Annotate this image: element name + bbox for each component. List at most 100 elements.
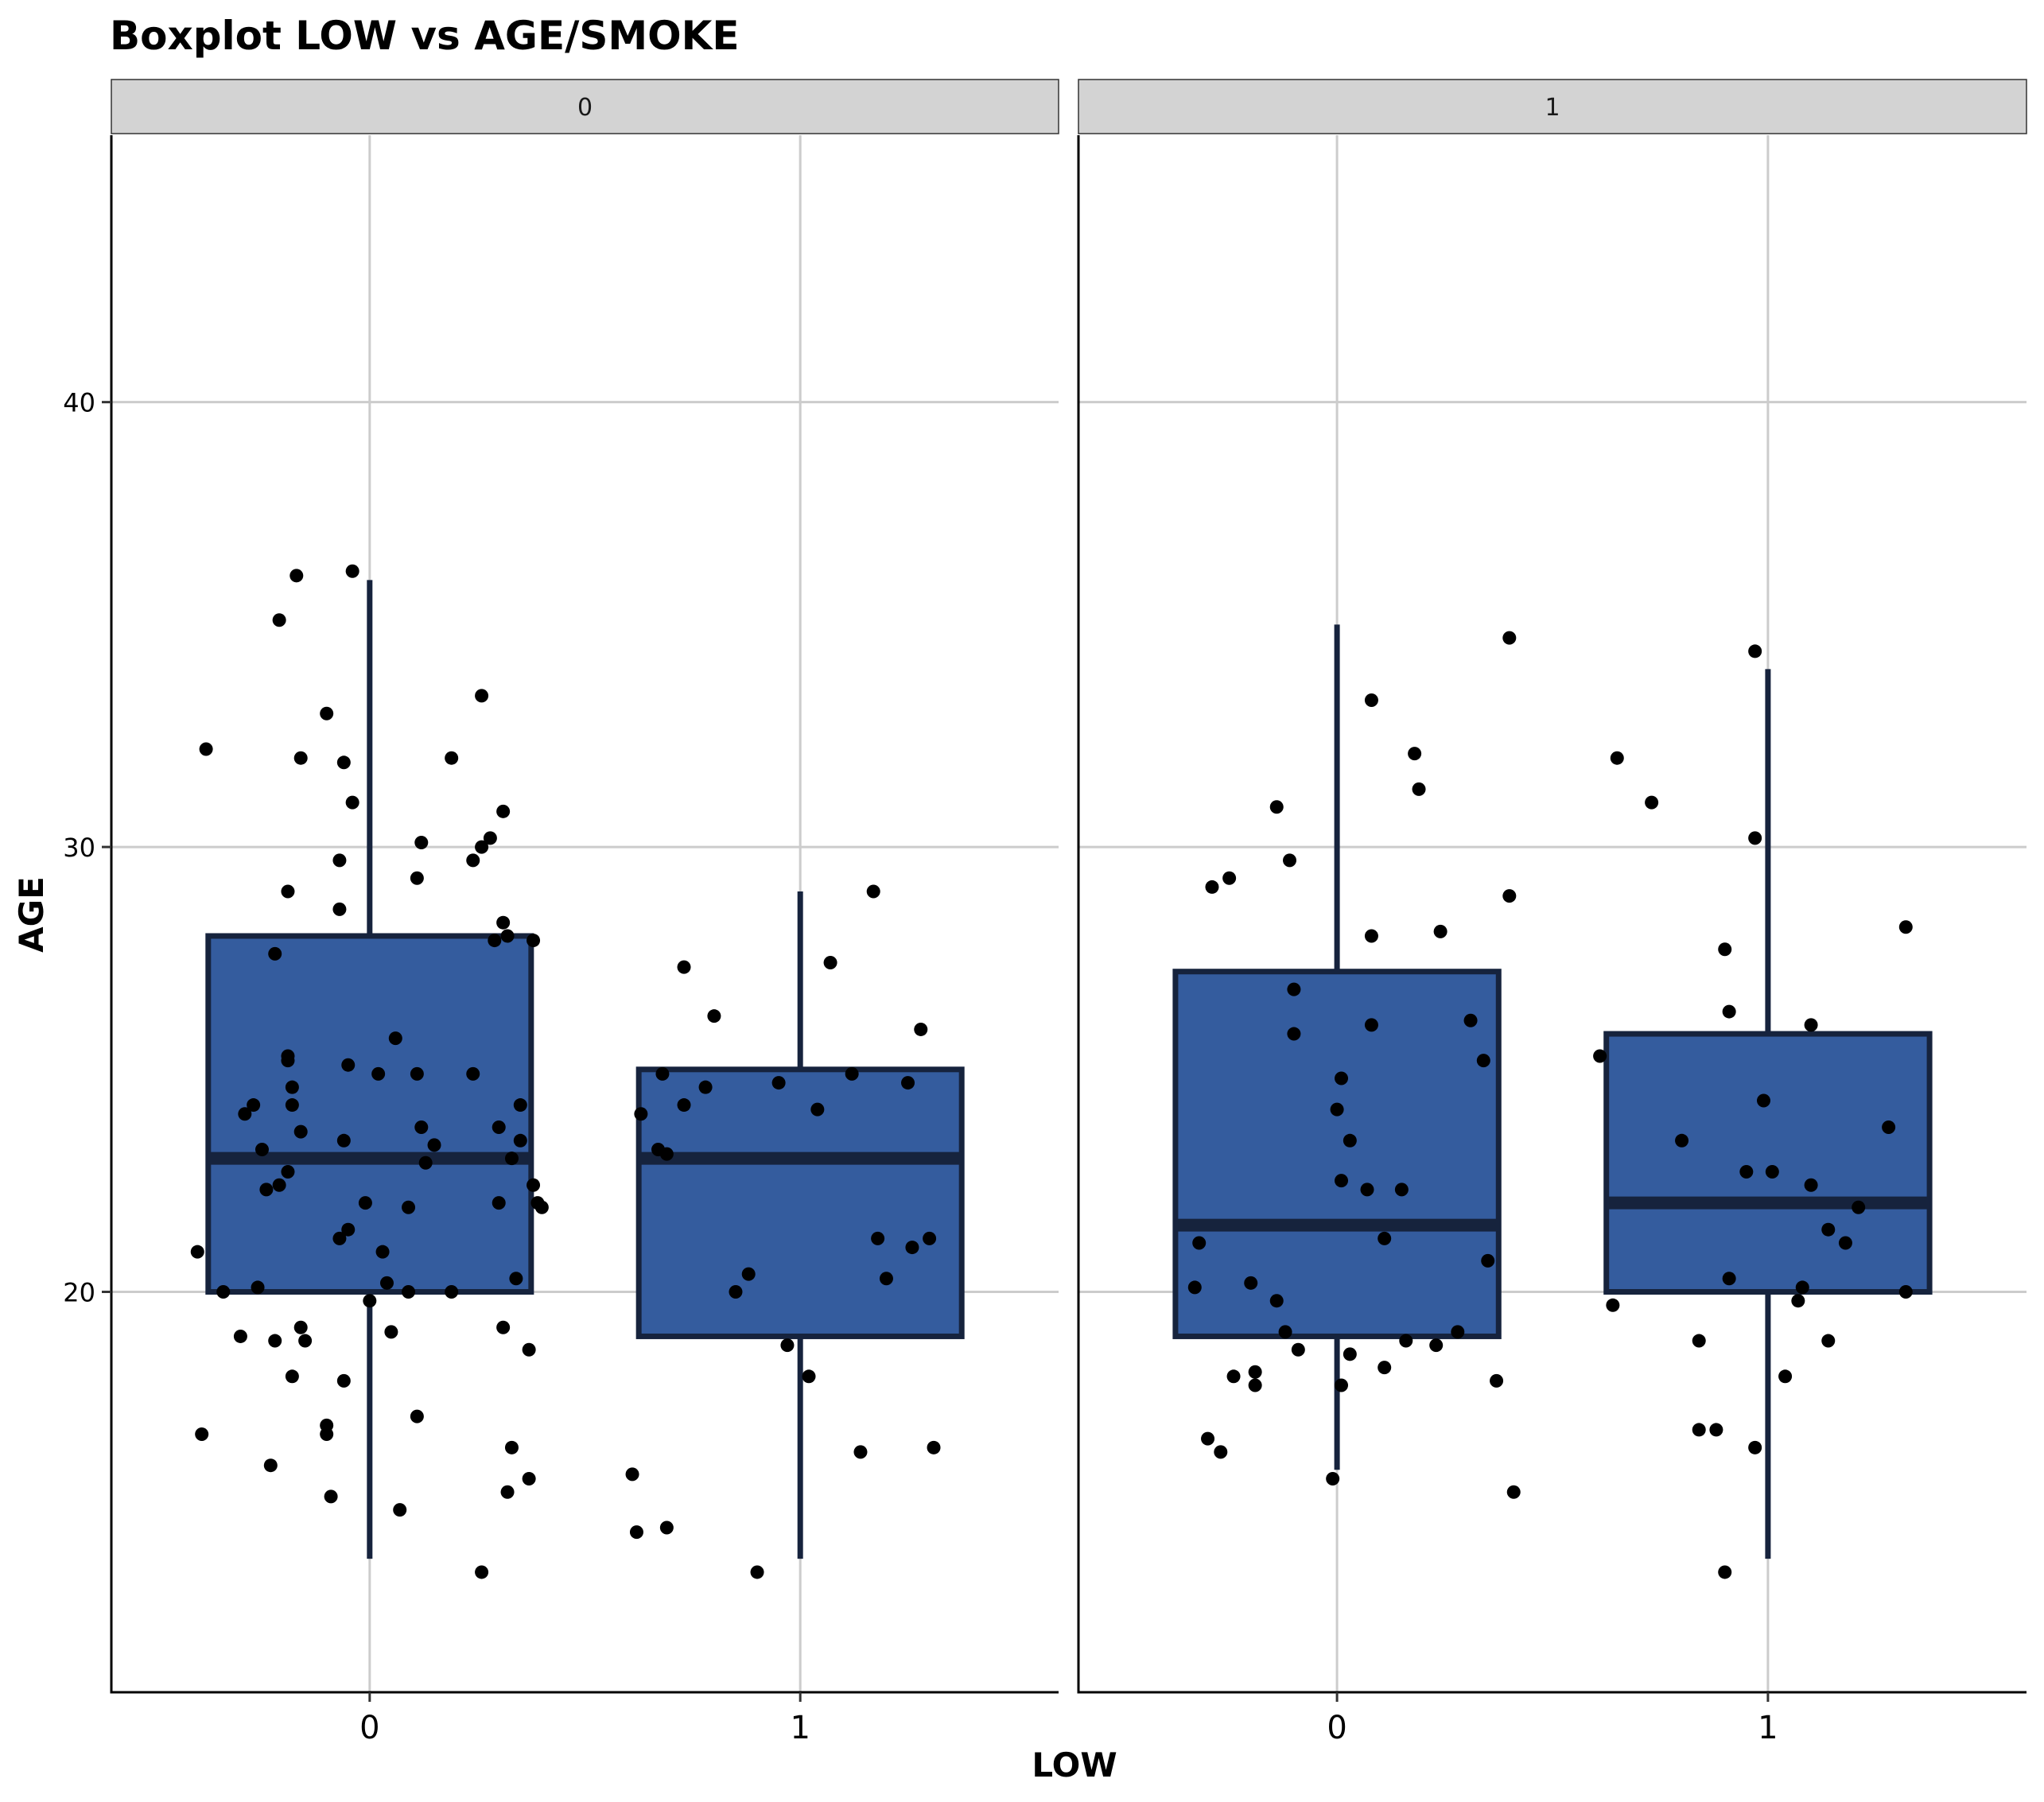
jitter-points xyxy=(1187,631,1521,1499)
data-point xyxy=(1282,853,1296,868)
data-point xyxy=(1248,1378,1262,1392)
chart-title: Boxplot LOW vs AGE/SMOKE xyxy=(110,13,740,59)
data-point xyxy=(402,1200,416,1214)
data-point xyxy=(272,1178,286,1192)
data-point xyxy=(853,1445,868,1459)
data-point xyxy=(285,1080,299,1094)
data-point xyxy=(1709,1423,1723,1437)
data-point xyxy=(1287,982,1301,996)
facet-panels: 0 0 1 1 0 1 xyxy=(110,79,2027,1746)
x-axis-title: LOW xyxy=(1032,1746,1117,1785)
data-point xyxy=(363,1294,377,1308)
data-point xyxy=(190,1245,204,1259)
data-point xyxy=(1502,889,1517,903)
data-point xyxy=(1821,1334,1836,1348)
data-point xyxy=(466,853,480,868)
data-point xyxy=(1882,1120,1896,1135)
data-point xyxy=(272,613,286,627)
data-point xyxy=(1335,1378,1349,1392)
data-point xyxy=(247,1098,261,1113)
data-point xyxy=(384,1325,398,1339)
data-point xyxy=(1378,1361,1392,1375)
data-point xyxy=(285,1098,299,1113)
data-point xyxy=(513,1098,527,1113)
data-point xyxy=(1364,693,1378,707)
data-point xyxy=(475,689,489,703)
data-point xyxy=(238,1107,252,1121)
data-point xyxy=(1364,1018,1378,1032)
data-point xyxy=(771,1076,786,1090)
data-point xyxy=(1399,1334,1413,1348)
data-point xyxy=(268,946,282,961)
data-point xyxy=(341,1222,356,1237)
data-point xyxy=(281,884,295,899)
data-point xyxy=(1791,1294,1805,1308)
data-point xyxy=(1821,1222,1836,1237)
data-point xyxy=(332,902,347,916)
data-point xyxy=(1756,1093,1770,1108)
data-point xyxy=(496,915,511,930)
data-point xyxy=(1765,1164,1779,1179)
data-point xyxy=(1675,1133,1689,1148)
data-point xyxy=(375,1245,390,1259)
data-point xyxy=(522,1342,536,1357)
data-point xyxy=(255,1142,269,1156)
data-point xyxy=(1244,1276,1258,1290)
data-point xyxy=(625,1467,639,1482)
data-point xyxy=(1804,1178,1818,1192)
box-1-0 xyxy=(1172,624,1521,1499)
data-point xyxy=(750,1565,764,1579)
y-tick-label: 30 xyxy=(63,833,95,863)
x-tick-label: 1 xyxy=(790,1710,810,1746)
box-0-1 xyxy=(625,884,965,1579)
data-point xyxy=(251,1280,265,1295)
data-point xyxy=(1692,1334,1706,1348)
data-point xyxy=(1852,1200,1866,1214)
data-point xyxy=(466,1066,480,1081)
data-point xyxy=(393,1503,407,1517)
data-point xyxy=(388,1031,402,1046)
data-point xyxy=(1502,631,1517,645)
data-point xyxy=(341,1058,356,1072)
facet-strip-label: 0 xyxy=(577,94,593,122)
data-point xyxy=(810,1102,825,1117)
data-point xyxy=(707,1009,721,1023)
data-point xyxy=(1476,1054,1490,1068)
data-point xyxy=(1795,1280,1809,1295)
box-iqr xyxy=(635,1066,965,1339)
data-point xyxy=(923,1231,937,1245)
data-point xyxy=(1187,1280,1202,1295)
data-point xyxy=(866,884,880,899)
data-point xyxy=(513,1133,527,1148)
data-point xyxy=(332,853,347,868)
data-point xyxy=(927,1440,941,1454)
data-point xyxy=(1718,1565,1732,1579)
data-point xyxy=(233,1329,247,1343)
data-point xyxy=(500,1485,515,1499)
data-point xyxy=(634,1107,648,1121)
data-point xyxy=(1692,1423,1706,1437)
jitter-points xyxy=(1593,644,1913,1579)
data-point xyxy=(1335,1174,1349,1188)
y-axis-title: AGE xyxy=(12,876,51,953)
data-point xyxy=(1898,1285,1913,1299)
data-point xyxy=(332,1231,347,1245)
data-point xyxy=(527,1178,541,1192)
x-tick-label: 0 xyxy=(1327,1710,1346,1746)
data-point xyxy=(1778,1369,1793,1384)
jitter-points xyxy=(190,564,549,1579)
data-point xyxy=(1412,782,1426,796)
data-point xyxy=(1490,1373,1504,1388)
data-point xyxy=(1804,1018,1818,1032)
data-point xyxy=(1269,800,1284,814)
data-point xyxy=(1451,1325,1465,1339)
data-point xyxy=(427,1138,441,1152)
data-point xyxy=(504,1151,519,1166)
data-point xyxy=(504,1440,519,1454)
data-point xyxy=(659,1520,674,1535)
data-point xyxy=(1739,1164,1754,1179)
data-point xyxy=(216,1285,231,1299)
data-point xyxy=(293,751,308,765)
data-point xyxy=(263,1458,278,1473)
